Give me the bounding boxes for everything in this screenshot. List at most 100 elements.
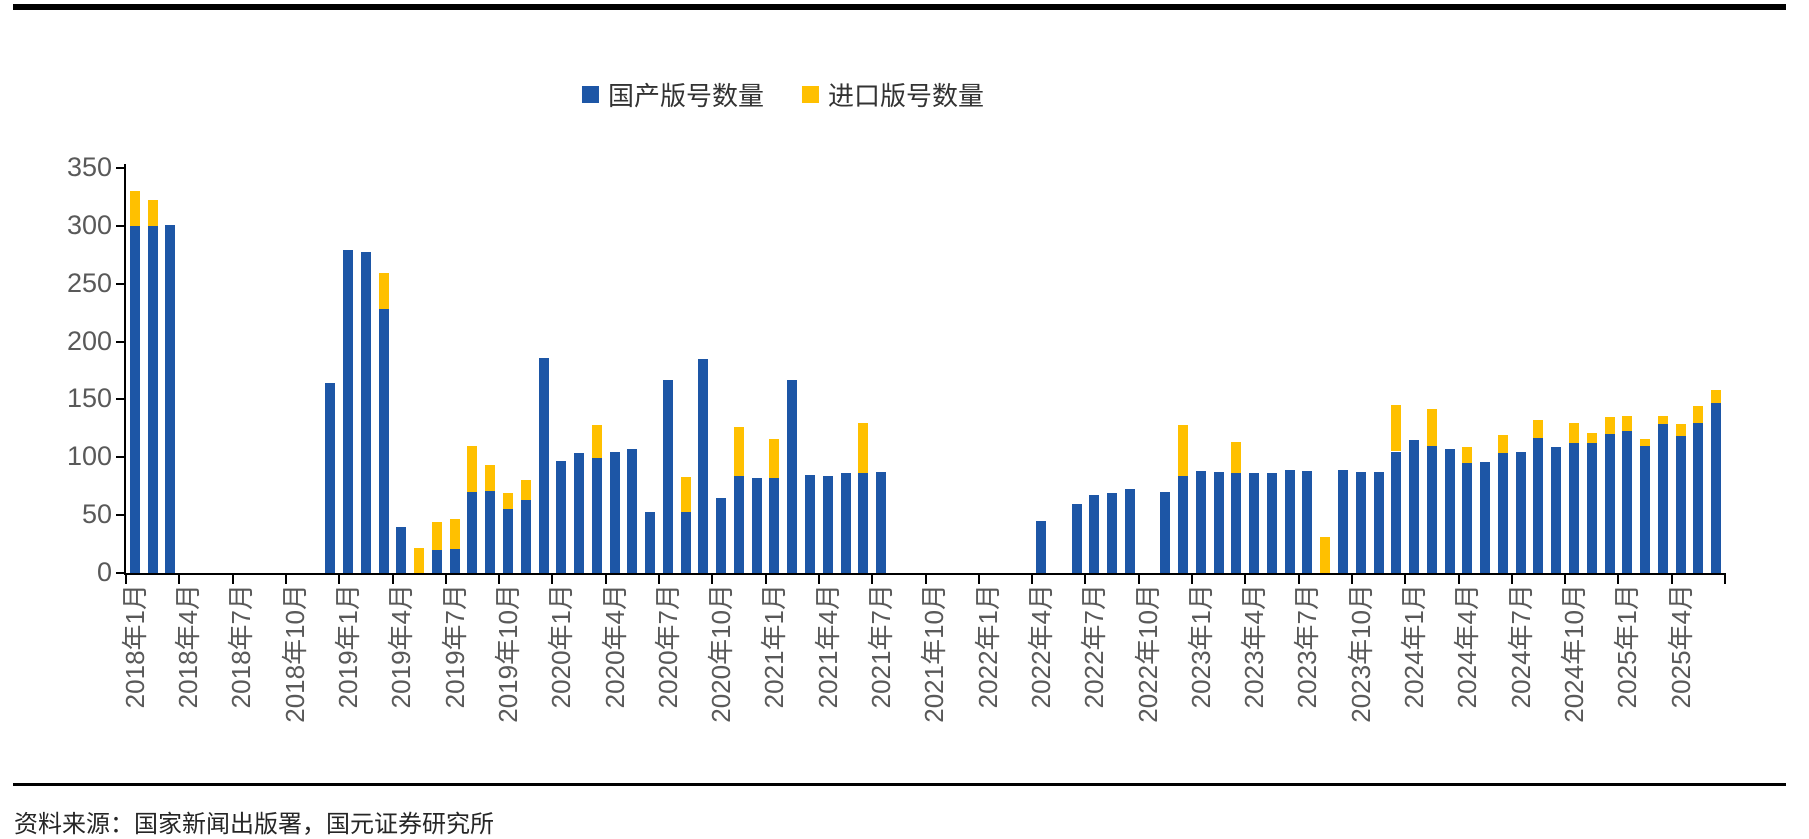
x-axis-tick [125, 575, 127, 584]
bar-segment-domestic [840, 473, 851, 573]
bar-segment-imported [1622, 415, 1633, 431]
bar-segment-domestic [1586, 443, 1597, 573]
domestic-series-swatch-icon [581, 86, 599, 103]
bar-segment-domestic [1480, 461, 1491, 573]
x-axis-tick [924, 575, 927, 584]
bar-segment-domestic [1373, 472, 1384, 573]
bar-segment-imported [520, 480, 531, 501]
bar-segment-domestic [716, 497, 727, 573]
bar-segment-domestic [1533, 437, 1544, 573]
bar-segment-domestic [1711, 402, 1722, 573]
bar-segment-imported [485, 465, 496, 491]
x-axis-tick-label: 2018年7月 [226, 584, 257, 709]
bar-segment-domestic [574, 452, 585, 573]
x-axis-tick [444, 575, 447, 584]
bar-segment-imported [591, 424, 602, 459]
bar-segment-domestic [1657, 423, 1668, 573]
bar-segment-domestic [1693, 422, 1704, 573]
bar-segment-imported [449, 518, 460, 549]
bar-segment-imported [1320, 537, 1331, 573]
bar-segment-imported [414, 547, 425, 573]
x-axis-tick [1670, 575, 1673, 584]
bar-segment-imported [147, 200, 158, 226]
bar-segment-domestic [1355, 472, 1366, 573]
bar-segment-domestic [1071, 503, 1082, 573]
y-axis-tick [116, 398, 124, 401]
x-axis-tick [604, 575, 607, 584]
y-axis-tick [116, 282, 124, 285]
bar-segment-domestic [1266, 473, 1277, 573]
bar-segment-imported [467, 445, 478, 492]
bar-segment-domestic [769, 478, 780, 573]
bar-segment-domestic [360, 252, 371, 573]
bar-segment-domestic [858, 473, 869, 573]
x-axis-tick [817, 575, 820, 584]
bar-segment-domestic [1604, 434, 1615, 573]
bar-segment-domestic [325, 383, 336, 573]
x-axis-tick-label: 2024年4月 [1452, 584, 1483, 709]
x-axis-tick [1191, 575, 1193, 584]
x-axis-tick-label: 2021年4月 [812, 584, 843, 709]
bar-segment-domestic [520, 500, 531, 573]
y-axis-tick-label: 150 [66, 383, 112, 414]
bar-segment-domestic [1462, 463, 1473, 573]
bar-segment-imported [1178, 424, 1189, 476]
bar-segment-domestic [538, 357, 549, 573]
bar-segment-domestic [609, 451, 620, 573]
x-axis-tick-label: 2022年4月 [1025, 584, 1056, 709]
bar-segment-domestic [485, 490, 496, 573]
bar-segment-domestic [1622, 430, 1633, 573]
bar-segment-domestic [1160, 492, 1171, 573]
x-axis-tick-label: 2023年10月 [1345, 584, 1376, 723]
y-axis-tick [116, 572, 124, 574]
bar-segment-domestic [343, 250, 354, 573]
bar-segment-domestic [1302, 471, 1313, 573]
bar-segment-domestic [467, 492, 478, 573]
bar-segment-domestic [787, 379, 798, 573]
bar-segment-domestic [822, 475, 833, 573]
y-axis-tick-label: 0 [96, 557, 112, 587]
bar-segment-domestic [1675, 436, 1686, 573]
y-axis-tick-label: 250 [66, 267, 112, 298]
bar-segment-domestic [645, 511, 656, 573]
y-axis-tick [116, 514, 124, 517]
bar-segment-domestic [502, 509, 513, 573]
x-axis-tick-label: 2022年7月 [1079, 584, 1110, 709]
legend-item-label: 进口版号数量 [828, 82, 985, 112]
bar-segment-imported [680, 476, 691, 512]
x-axis-tick [1457, 575, 1460, 584]
bar-segment-imported [1426, 408, 1437, 446]
x-axis-tick-label: 2025年1月 [1612, 584, 1643, 709]
bar-segment-imported [1231, 442, 1242, 474]
bar-segment-imported [129, 191, 140, 226]
y-axis-tick [116, 340, 124, 343]
x-axis-tick [1137, 575, 1140, 584]
y-axis-tick [116, 224, 124, 227]
bar-segment-domestic [396, 526, 407, 573]
x-axis-tick-label: 2021年10月 [919, 584, 950, 723]
x-axis-tick [658, 575, 660, 584]
bar-segment-domestic [591, 458, 602, 573]
bar-segment-imported [1604, 416, 1615, 435]
legend-item-label: 国产版号数量 [607, 82, 764, 112]
bar-segment-imported [1497, 435, 1508, 453]
bar-segment-domestic [1178, 475, 1189, 573]
bar-segment-imported [858, 422, 869, 474]
bar-segment-domestic [431, 549, 442, 573]
bar-segment-domestic [1035, 520, 1046, 573]
x-axis-tick [1297, 575, 1300, 584]
x-axis-tick [1724, 575, 1726, 584]
x-axis-tick [1084, 575, 1087, 584]
bar-segment-imported [1675, 423, 1686, 437]
x-axis-tick [1510, 575, 1513, 584]
bar-segment-domestic [751, 478, 762, 573]
x-axis-tick-label: 2023年7月 [1292, 584, 1323, 709]
bar-segment-domestic [1089, 495, 1100, 573]
bar-segment-domestic [805, 474, 816, 573]
x-axis-tick [498, 575, 501, 584]
x-axis-tick [764, 575, 767, 584]
bar-segment-imported [1568, 422, 1579, 444]
x-axis-tick [1617, 575, 1620, 584]
x-axis-tick-label: 2018年1月 [119, 584, 150, 709]
